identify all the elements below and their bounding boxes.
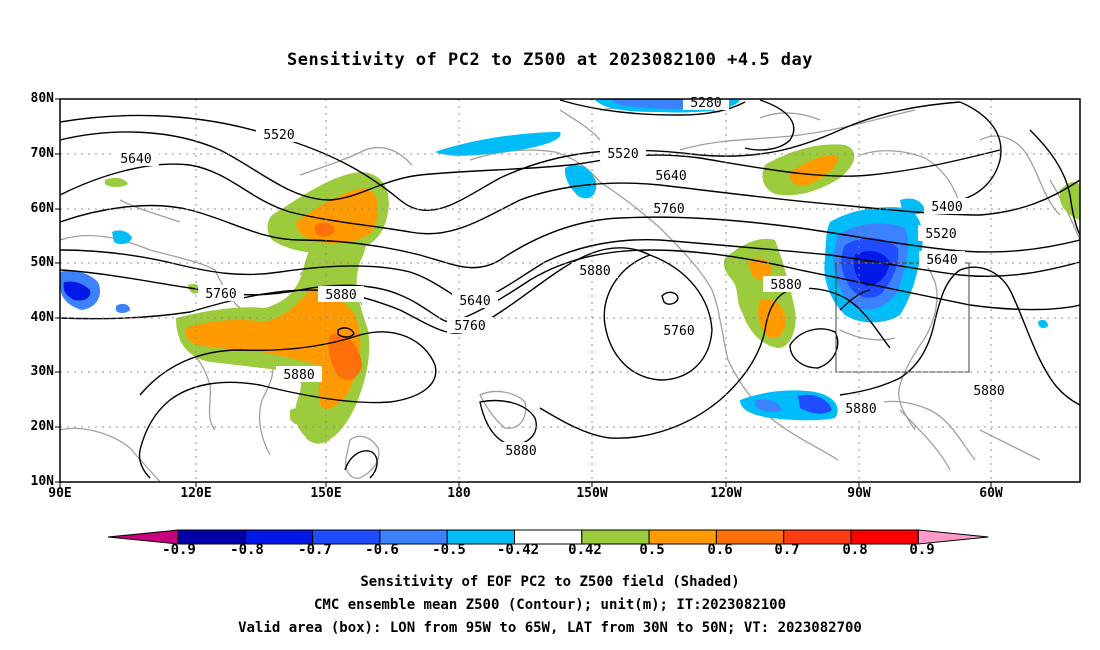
contour-label-text: 5880 [283,368,314,383]
contour-label-5400: 5400 [924,198,970,215]
contour-label-text: 5640 [655,169,686,184]
lat-tick-label: 30N [30,364,54,379]
contour-label-text: 5640 [459,294,490,309]
contour-label-5880: 5880 [572,262,618,279]
colorbar-label: 0.8 [842,542,868,558]
shaded-sensitivity [60,99,1080,444]
contour-label-5760: 5760 [646,200,692,217]
lon-tick-label: 120W [710,486,742,501]
contour-label-5880: 5880 [763,276,809,293]
contour-label-text: 5760 [454,319,485,334]
contour-label-5640: 5640 [648,167,694,184]
contour-label-5880: 5880 [318,286,364,303]
contour-label-text: 5640 [926,253,957,268]
contour-label-5760: 5760 [656,322,702,339]
footer-line-3: Valid area (box): LON from 95W to 65W, L… [238,620,862,636]
colorbar-label: -0.42 [496,542,540,558]
contour-label-5760: 5760 [198,285,244,302]
contour-label-5640: 5640 [919,251,965,268]
lat-tick-label: 40N [30,310,54,325]
footer-line-1: Sensitivity of EOF PC2 to Z500 field (Sh… [360,574,740,590]
contour-label-text: 5880 [845,402,876,417]
lat-tick-label: 20N [30,419,54,434]
contour-label-text: 5520 [607,147,638,162]
contour-label-5520: 5520 [256,126,302,143]
colorbar-label: 0.6 [707,542,733,558]
plot-title: Sensitivity of PC2 to Z500 at 2023082100… [286,50,813,70]
contour-label-text: 5880 [579,264,610,279]
contour-label-text: 5880 [973,384,1004,399]
lat-tick-label: 50N [30,255,54,270]
lon-tick-label: 60W [979,486,1003,501]
lon-tick-label: 90W [847,486,871,501]
colorbar [107,529,989,545]
colorbar-label: 0.9 [909,542,935,558]
colorbar-label: -0.7 [298,542,332,558]
lat-tick-label: 10N [30,474,54,489]
contour-label-text: 5760 [205,287,236,302]
lat-tick-label: 80N [30,91,54,106]
lat-tick-label: 70N [30,146,54,161]
lon-tick-label: 120E [180,486,212,501]
contour-label-text: 5760 [653,202,684,217]
colorbar-over-triangle [917,529,989,545]
contour-label-text: 5880 [505,444,536,459]
contour-label-5880: 5880 [838,400,884,417]
contour-label-text: 5640 [120,152,151,167]
lon-tick-label: 150W [576,486,608,501]
contour-label-5760: 5760 [447,317,493,334]
colorbar-label: 0.7 [774,542,800,558]
contour-label-text: 5400 [931,200,962,215]
contour-label-text: 5760 [663,324,694,339]
footer-line-2: CMC ensemble mean Z500 (Contour); unit(m… [313,597,786,613]
contour-label-5520: 5520 [600,145,646,162]
lon-tick-label: 150E [310,486,342,501]
contour-label-5880: 5880 [276,366,322,383]
lat-tick-label: 60N [30,201,54,216]
axis-ticks [55,98,992,487]
colorbar-label: 0.5 [639,542,665,558]
valid-area-box [835,262,970,373]
contour-label-5520: 5520 [918,225,964,242]
lon-tick-label: 90E [48,486,72,501]
contour-label-text: 5520 [263,128,294,143]
colorbar-label: -0.5 [432,542,466,558]
contour-label-text: 5880 [770,278,801,293]
contour-label-5880: 5880 [966,382,1012,399]
colorbar-label: -0.6 [365,542,399,558]
map-frame [59,98,1081,483]
contour-label-text: 5520 [925,227,956,242]
colorbar-label: -0.8 [230,542,264,558]
contour-label-5640: 5640 [113,150,159,167]
colorbar-label: -0.9 [162,542,196,558]
lon-tick-label: 180 [447,486,471,501]
colorbar-label: 0.42 [568,542,602,558]
contour-label-5880: 5880 [498,442,544,459]
contour-label-5640: 5640 [452,292,498,309]
contour-label-text: 5880 [325,288,356,303]
graticule [60,99,1080,482]
